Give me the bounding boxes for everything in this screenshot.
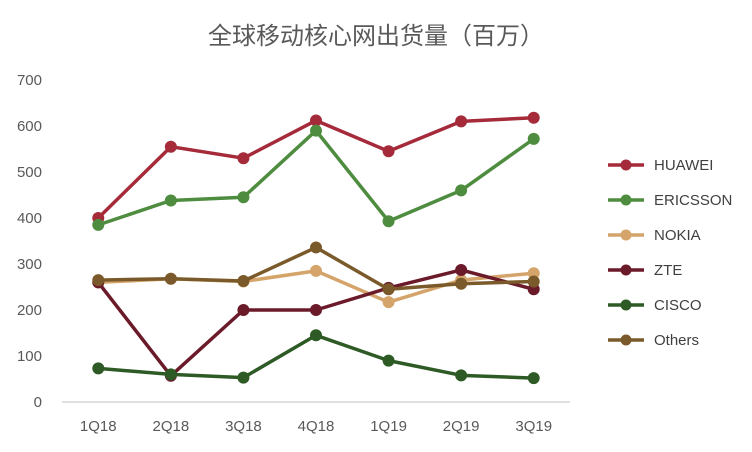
legend-marker — [620, 264, 632, 276]
series-line — [96, 333, 536, 380]
chart-title: 全球移动核心网出货量（百万） — [208, 22, 544, 50]
legend-marker — [620, 194, 632, 206]
x-tick-label: 1Q19 — [370, 418, 407, 435]
data-point — [382, 354, 395, 367]
data-point — [164, 140, 177, 153]
legend-item: NOKIA — [608, 227, 701, 244]
legend-marker — [620, 159, 632, 171]
legend-label: ZTE — [654, 262, 682, 279]
legend-label: NOKIA — [654, 227, 701, 244]
y-tick-label: 600 — [17, 118, 42, 135]
data-point — [455, 277, 468, 290]
legend-item: HUAWEI — [608, 157, 713, 174]
data-point — [92, 362, 105, 375]
legend-label: Others — [654, 332, 699, 349]
y-tick-label: 300 — [17, 256, 42, 273]
series-cisco — [92, 329, 540, 385]
data-point — [310, 329, 322, 342]
data-point — [164, 272, 177, 285]
data-point — [237, 304, 250, 316]
series-layer — [92, 111, 540, 385]
series-line — [96, 128, 536, 227]
data-point — [382, 145, 395, 158]
data-point — [382, 215, 395, 228]
legend-item: ZTE — [608, 262, 682, 279]
x-axis: 1Q18 2Q18 3Q18 4Q18 1Q19 2Q19 3Q19 — [80, 418, 552, 435]
legend-item: CISCO — [608, 297, 702, 314]
data-point — [527, 132, 540, 145]
series-others — [92, 241, 540, 296]
data-point — [527, 275, 540, 288]
legend-marker — [620, 334, 632, 346]
series-line — [96, 268, 536, 378]
y-axis: 0 100 200 300 400 500 600 700 — [17, 72, 42, 411]
legend-label: ERICSSON — [654, 192, 732, 209]
legend-label: HUAWEI — [654, 157, 713, 174]
data-point — [92, 274, 105, 287]
data-point — [164, 194, 177, 207]
legend-item: ERICSSON — [608, 192, 732, 209]
data-point — [382, 283, 395, 296]
data-point — [310, 264, 322, 277]
data-point — [455, 115, 468, 128]
y-tick-label: 700 — [17, 72, 42, 89]
data-point — [237, 152, 250, 165]
data-point — [310, 114, 322, 127]
x-tick-label: 1Q18 — [80, 418, 117, 435]
x-tick-label: 2Q18 — [153, 418, 190, 435]
data-point — [237, 275, 250, 288]
data-point — [164, 368, 177, 381]
x-tick-label: 3Q18 — [225, 418, 262, 435]
data-point — [527, 372, 540, 385]
series-ericsson — [92, 124, 540, 231]
data-point — [92, 218, 105, 231]
data-point — [527, 111, 540, 124]
y-tick-label: 500 — [17, 164, 42, 181]
x-tick-label: 2Q19 — [443, 418, 480, 435]
y-tick-label: 200 — [17, 302, 42, 319]
data-point — [455, 184, 468, 197]
data-point — [310, 124, 322, 137]
legend-label: CISCO — [654, 297, 702, 314]
y-tick-label: 100 — [17, 348, 42, 365]
data-point — [237, 191, 250, 204]
y-tick-label: 0 — [34, 394, 42, 411]
legend-item: Others — [608, 332, 699, 349]
data-point — [310, 304, 322, 316]
data-point — [310, 241, 322, 254]
data-point — [382, 296, 395, 309]
data-point — [455, 263, 468, 276]
legend-marker — [620, 299, 632, 311]
legend-marker — [620, 229, 632, 241]
data-point — [237, 371, 250, 384]
data-point — [455, 369, 468, 382]
x-tick-label: 3Q19 — [515, 418, 552, 435]
x-tick-label: 4Q18 — [298, 418, 335, 435]
y-tick-label: 400 — [17, 210, 42, 227]
legend: HUAWEI ERICSSON NOKIA ZTE CISCO Others — [608, 157, 732, 349]
